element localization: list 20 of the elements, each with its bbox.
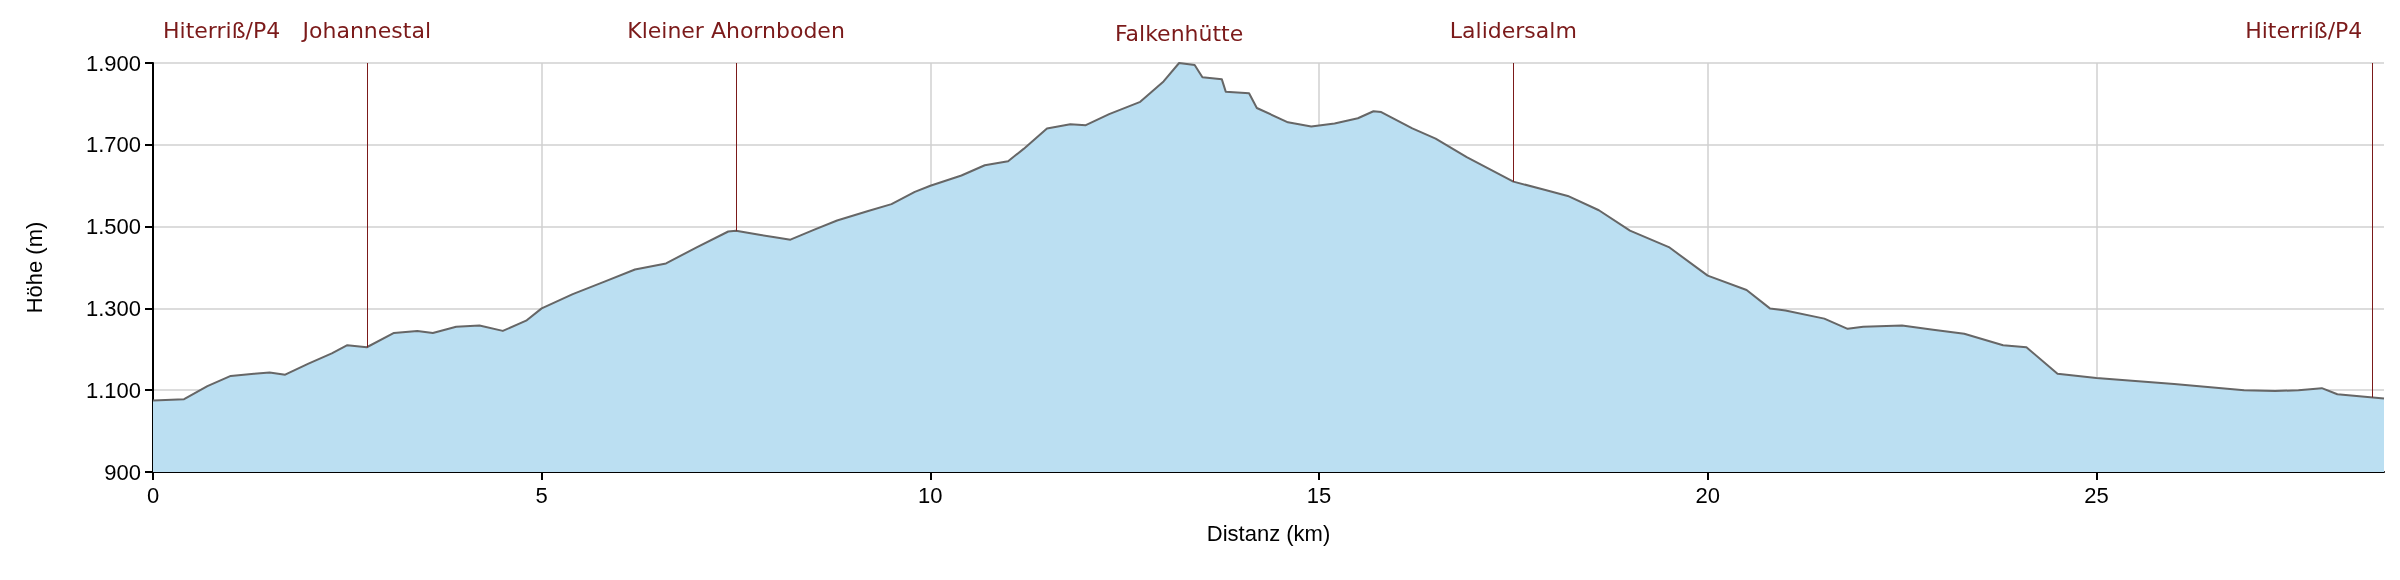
ref-line-label: Johannestal	[300, 17, 432, 43]
y-tick-label: 1.500	[85, 214, 141, 240]
x-tick-label: 0	[146, 482, 160, 508]
x-tick-label: 5	[535, 482, 548, 508]
y-tick-label: 1.100	[85, 377, 141, 403]
text: Hiterriß/P4	[163, 17, 281, 43]
annotation: Falkenhütte	[1114, 20, 1244, 46]
ref-line-label: Kleiner Ahornboden	[627, 17, 845, 43]
x-tick-label: 15	[1306, 482, 1332, 508]
y-tick-label: 1.300	[85, 295, 141, 321]
y-tick-label: 1.700	[85, 132, 141, 158]
x-tick-label: 25	[2084, 482, 2109, 508]
x-tick-label: 20	[1695, 482, 1720, 508]
x-axis-title: Distanz (km)	[1206, 520, 1331, 546]
x-tick-label: 10	[918, 482, 943, 508]
ref-line-label: Hiterriß/P4	[2245, 17, 2363, 43]
y-tick-label: 1.900	[85, 50, 141, 76]
y-axis-title: Höhe (m)	[21, 221, 47, 314]
y-tick-label: 900	[104, 459, 141, 485]
ref-line-label: Lalidersalm	[1449, 17, 1577, 43]
